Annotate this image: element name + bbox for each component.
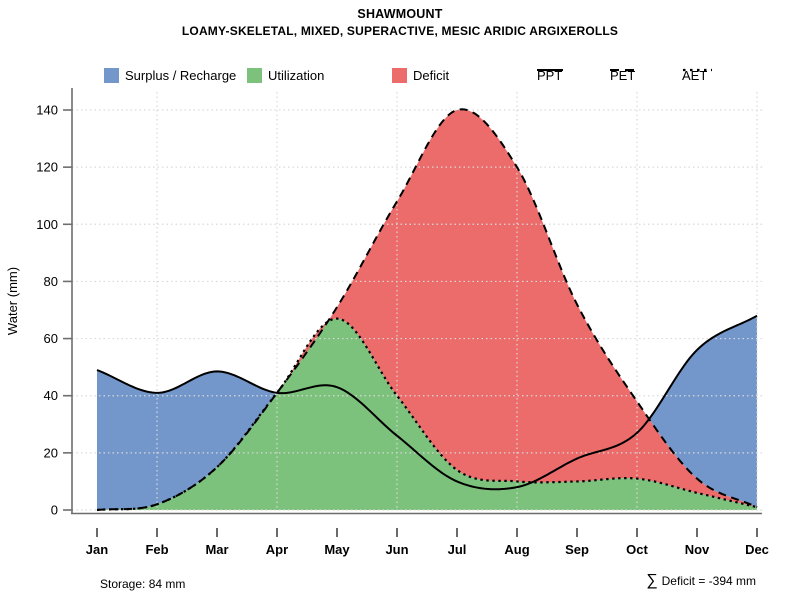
legend-label-deficit: Deficit <box>413 67 450 83</box>
x-tick-label: Nov <box>685 542 710 557</box>
legend-item-ppt: PPT <box>537 67 563 83</box>
deficit-total-note: ∑ Deficit = -394 mm <box>646 573 756 589</box>
legend-item-deficit: Deficit <box>392 67 449 83</box>
aet-line <box>96 317 758 512</box>
surplus-area <box>649 315 757 508</box>
deficit-swatch <box>392 67 407 83</box>
solid-line-icon <box>537 69 563 71</box>
x-tick-label: Jul <box>448 542 467 557</box>
surplus-area <box>97 370 275 510</box>
y-tick-label: 60 <box>44 331 58 346</box>
legend-label-ppt: PPT <box>537 67 563 83</box>
tick-labels-group: 0 20 40 60 80 100 120 140 Jan Feb Mar Apr May Jun Jul A… <box>36 103 769 558</box>
legend-item-surplus: Surplus / Recharge <box>104 67 236 83</box>
utilization-swatch <box>247 67 262 83</box>
deficit-area <box>97 109 757 510</box>
x-tick-label: May <box>324 542 350 557</box>
legend-label-utilization: Utilization <box>268 67 325 83</box>
y-tick-label: 140 <box>36 103 58 118</box>
legend-label-aet: AET <box>682 67 708 83</box>
storage-note: Storage: 84 mm <box>100 577 186 591</box>
ppt-line <box>96 314 758 491</box>
x-tick-label: Apr <box>266 542 288 557</box>
legend-item-aet: AET <box>682 67 712 83</box>
dotted-line-icon <box>683 68 712 72</box>
chart-title: SHAWMOUNT <box>357 7 443 21</box>
utilization-area <box>97 318 757 510</box>
y-tick-label: 80 <box>44 274 58 289</box>
legend-label-pet: PET <box>610 67 636 83</box>
x-tick-label: Jun <box>385 542 408 557</box>
y-tick-label: 0 <box>51 503 58 518</box>
legend-item-pet: PET <box>610 67 635 83</box>
x-tick-label: Mar <box>205 542 228 557</box>
dashed-line-icon <box>610 69 634 71</box>
y-tick-label: 100 <box>36 217 58 232</box>
y-tick-label: 40 <box>44 388 58 403</box>
x-tick-label: Aug <box>504 542 529 557</box>
y-tick-label: 120 <box>36 160 58 175</box>
legend-item-utilization: Utilization <box>247 67 324 83</box>
series-lines-group <box>96 108 758 512</box>
x-tick-label: Feb <box>145 542 168 557</box>
surplus-swatch <box>104 67 119 83</box>
chart-subtitle: LOAMY-SKELETAL, MIXED, SUPERACTIVE, MESI… <box>181 24 619 38</box>
deficit-total-text: Deficit = -394 mm <box>661 574 756 588</box>
sigma-symbol: ∑ <box>646 572 658 589</box>
y-axis-title: Water (mm) <box>5 267 20 335</box>
legend-label-surplus: Surplus / Recharge <box>125 67 237 83</box>
x-tick-label: Jan <box>86 542 108 557</box>
pet-line <box>96 108 758 511</box>
x-tick-label: Oct <box>626 542 648 557</box>
axes-group <box>63 88 762 537</box>
x-tick-label: Dec <box>745 542 769 557</box>
areas-group <box>97 109 757 510</box>
x-tick-label: Sep <box>565 542 589 557</box>
y-tick-label: 20 <box>44 445 58 460</box>
